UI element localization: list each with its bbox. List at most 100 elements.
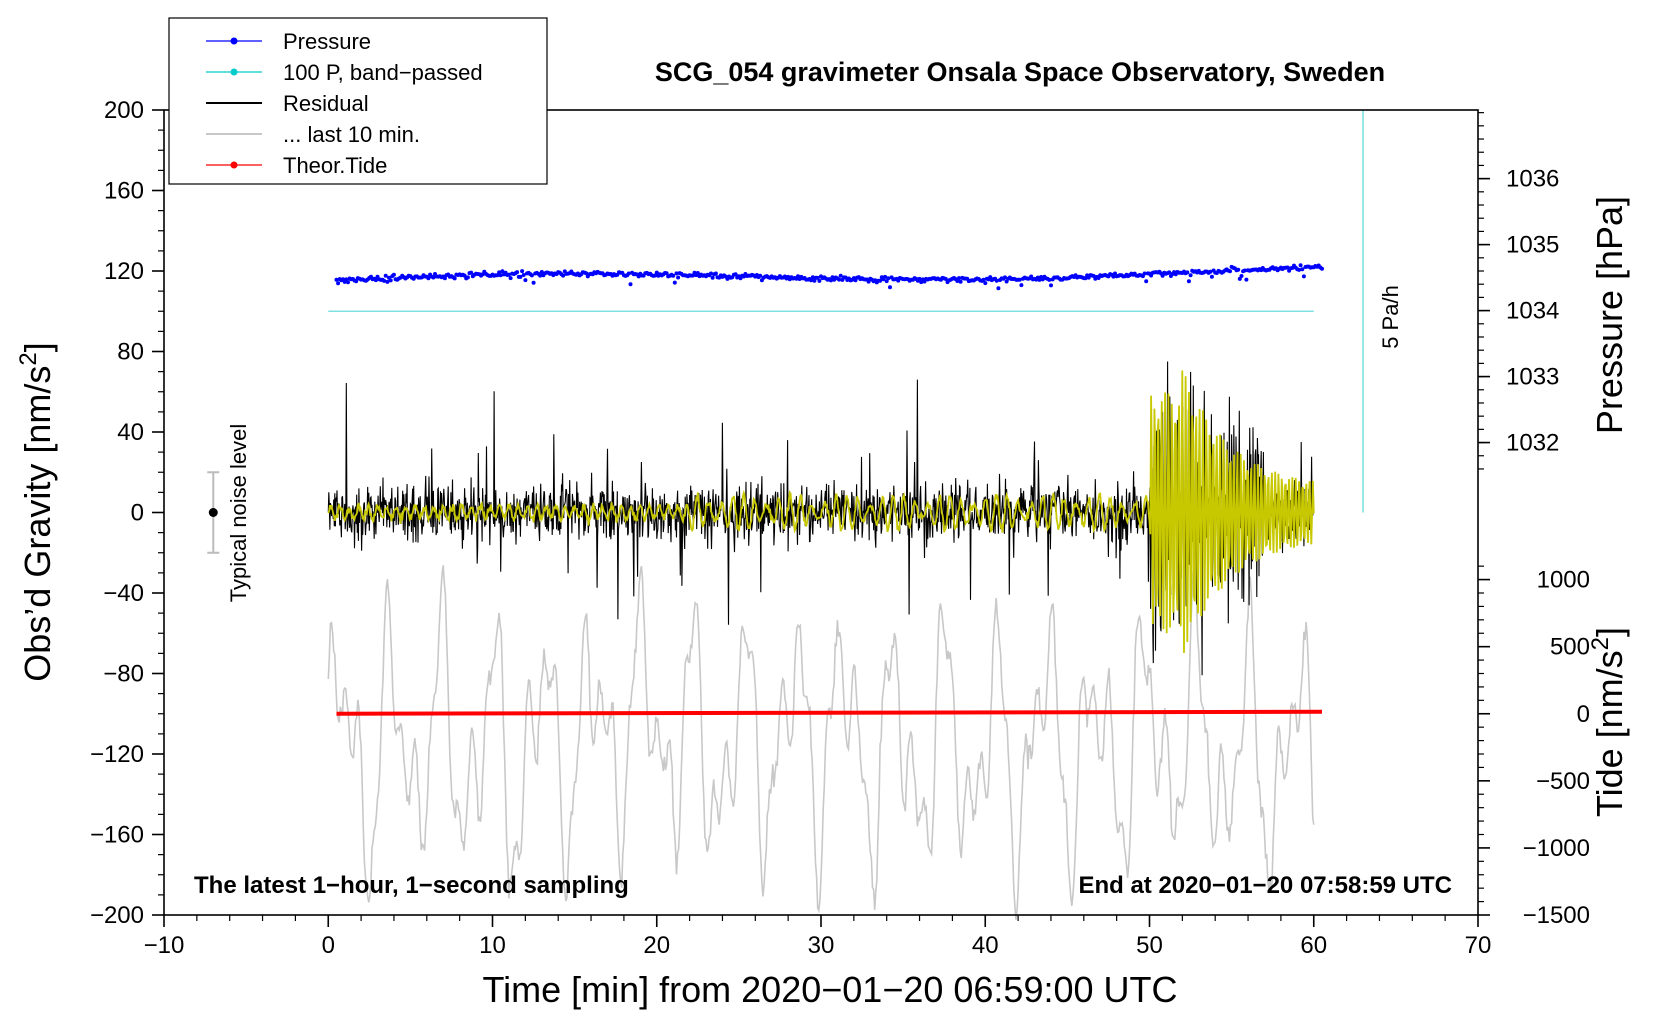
y-left-title-sup: 2 <box>15 352 42 365</box>
pressure-point <box>878 278 883 283</box>
pressure-point <box>1320 266 1324 271</box>
pressure-point <box>996 286 1001 291</box>
legend-label: ... last 10 min. <box>283 122 420 147</box>
x-axis-title: Time [min] from 2020−01−20 06:59:00 UTC <box>482 969 1177 1010</box>
pressure-point <box>983 281 988 286</box>
pressure-point <box>529 273 534 278</box>
pressure-point <box>866 279 871 284</box>
legend-label: Pressure <box>283 29 371 54</box>
pressure-point <box>1111 274 1116 279</box>
pressure-point <box>500 269 505 274</box>
sampling-note: The latest 1−hour, 1−second sampling <box>194 872 629 899</box>
y-tick-label: 40 <box>117 419 144 446</box>
x-tick-label: 70 <box>1465 932 1492 959</box>
pressure-point <box>837 277 842 282</box>
pressure-point <box>452 276 457 281</box>
pressure-point <box>515 270 520 275</box>
pressure-point <box>812 278 817 283</box>
pressure-point <box>442 276 447 281</box>
pressure-point <box>626 271 631 276</box>
pressure-point <box>1019 283 1024 288</box>
pressure-point <box>955 279 960 283</box>
series-layer <box>207 110 1364 920</box>
x-tick-label: 20 <box>643 932 670 959</box>
tide-tick-label: 1000 <box>1537 567 1590 594</box>
pressure-point <box>469 270 474 275</box>
pressure-point <box>1300 267 1305 272</box>
pressure-point <box>628 282 633 287</box>
pressure-tick-label: 1034 <box>1506 298 1559 325</box>
pressure-point <box>1239 274 1244 278</box>
pressure-point <box>373 278 378 283</box>
pressure-point <box>664 271 669 276</box>
pressure-point <box>539 270 544 274</box>
pressure-tick-label: 1035 <box>1506 232 1559 259</box>
legend-marker <box>230 161 238 169</box>
pressure-point <box>1285 265 1290 270</box>
pressure-point <box>674 271 679 276</box>
y-tick-label: −40 <box>103 580 144 607</box>
rate-bar-label: 5 Pa/h <box>1378 285 1403 349</box>
y-tick-label: 200 <box>104 97 144 124</box>
tide-tick-label: 0 <box>1577 701 1590 728</box>
pressure-point <box>817 278 822 283</box>
pressure-point <box>671 273 676 278</box>
pressure-point <box>713 271 718 276</box>
x-tick-label: 0 <box>322 932 335 959</box>
y-tick-label: −80 <box>103 661 144 688</box>
pressure-point <box>354 279 359 284</box>
pressure-point <box>518 274 523 279</box>
last-10-min-trace <box>327 565 1315 920</box>
pressure-point <box>733 272 738 277</box>
pressure-point <box>886 276 891 281</box>
pressure-point <box>382 278 387 283</box>
pressure-point <box>815 275 820 280</box>
pressure-point <box>1186 279 1191 284</box>
pressure-point <box>917 276 922 281</box>
y-axis-left-title: Obs’d Gravity [nm/s2] <box>15 342 58 681</box>
y-axis-pressure-title: Pressure [hPa] <box>1589 196 1630 434</box>
pressure-point <box>388 278 393 283</box>
pressure-point <box>710 275 715 280</box>
pressure-point <box>1003 275 1007 280</box>
residual-trace <box>327 361 1315 676</box>
pressure-point <box>1188 273 1193 278</box>
pressure-point <box>383 273 388 278</box>
pressure-point <box>431 275 436 280</box>
pressure-point <box>994 278 999 283</box>
pressure-point <box>653 273 658 278</box>
pressure-point <box>520 269 525 274</box>
pressure-point <box>1301 274 1306 279</box>
tide-title-sup: 2 <box>1587 637 1614 650</box>
pressure-point <box>809 278 814 283</box>
y-left-title-main: Obs’d Gravity [nm/s <box>17 366 58 682</box>
pressure-point <box>1167 270 1172 275</box>
pressure-point <box>883 274 888 279</box>
pressure-point <box>1297 267 1301 272</box>
pressure-point <box>838 273 843 278</box>
pressure-point <box>426 276 431 281</box>
pressure-point <box>385 279 390 284</box>
pressure-point <box>1208 269 1213 274</box>
pressure-point <box>1244 277 1249 282</box>
legend-label: 100 P, band−passed <box>283 60 483 85</box>
pressure-point <box>988 275 993 280</box>
legend-label: Residual <box>283 91 369 116</box>
pressure-point <box>1228 269 1232 274</box>
y-axis-tide-title: Tide [nm/s2] <box>1587 627 1630 817</box>
theoretical-tide-line <box>336 709 1322 716</box>
y-tick-label: −120 <box>90 741 144 768</box>
pressure-point <box>561 273 566 278</box>
axes-layer: −10 0 10 20 30 40 50 60 70 200 160 120 80 40 0 −40 −80 −1… <box>90 97 1590 959</box>
y-tick-label: 160 <box>104 178 144 205</box>
y-tick-label: 0 <box>131 500 144 527</box>
pressure-point <box>981 277 986 282</box>
pressure-point <box>654 270 659 275</box>
pressure-point <box>498 273 503 278</box>
pressure-point <box>828 278 833 283</box>
tide-tick-label: −500 <box>1536 768 1590 795</box>
legend: Pressure 100 P, band−passed Residual ... la… <box>168 17 548 185</box>
pressure-point <box>506 272 511 277</box>
tide-tick-label: 500 <box>1550 634 1590 661</box>
